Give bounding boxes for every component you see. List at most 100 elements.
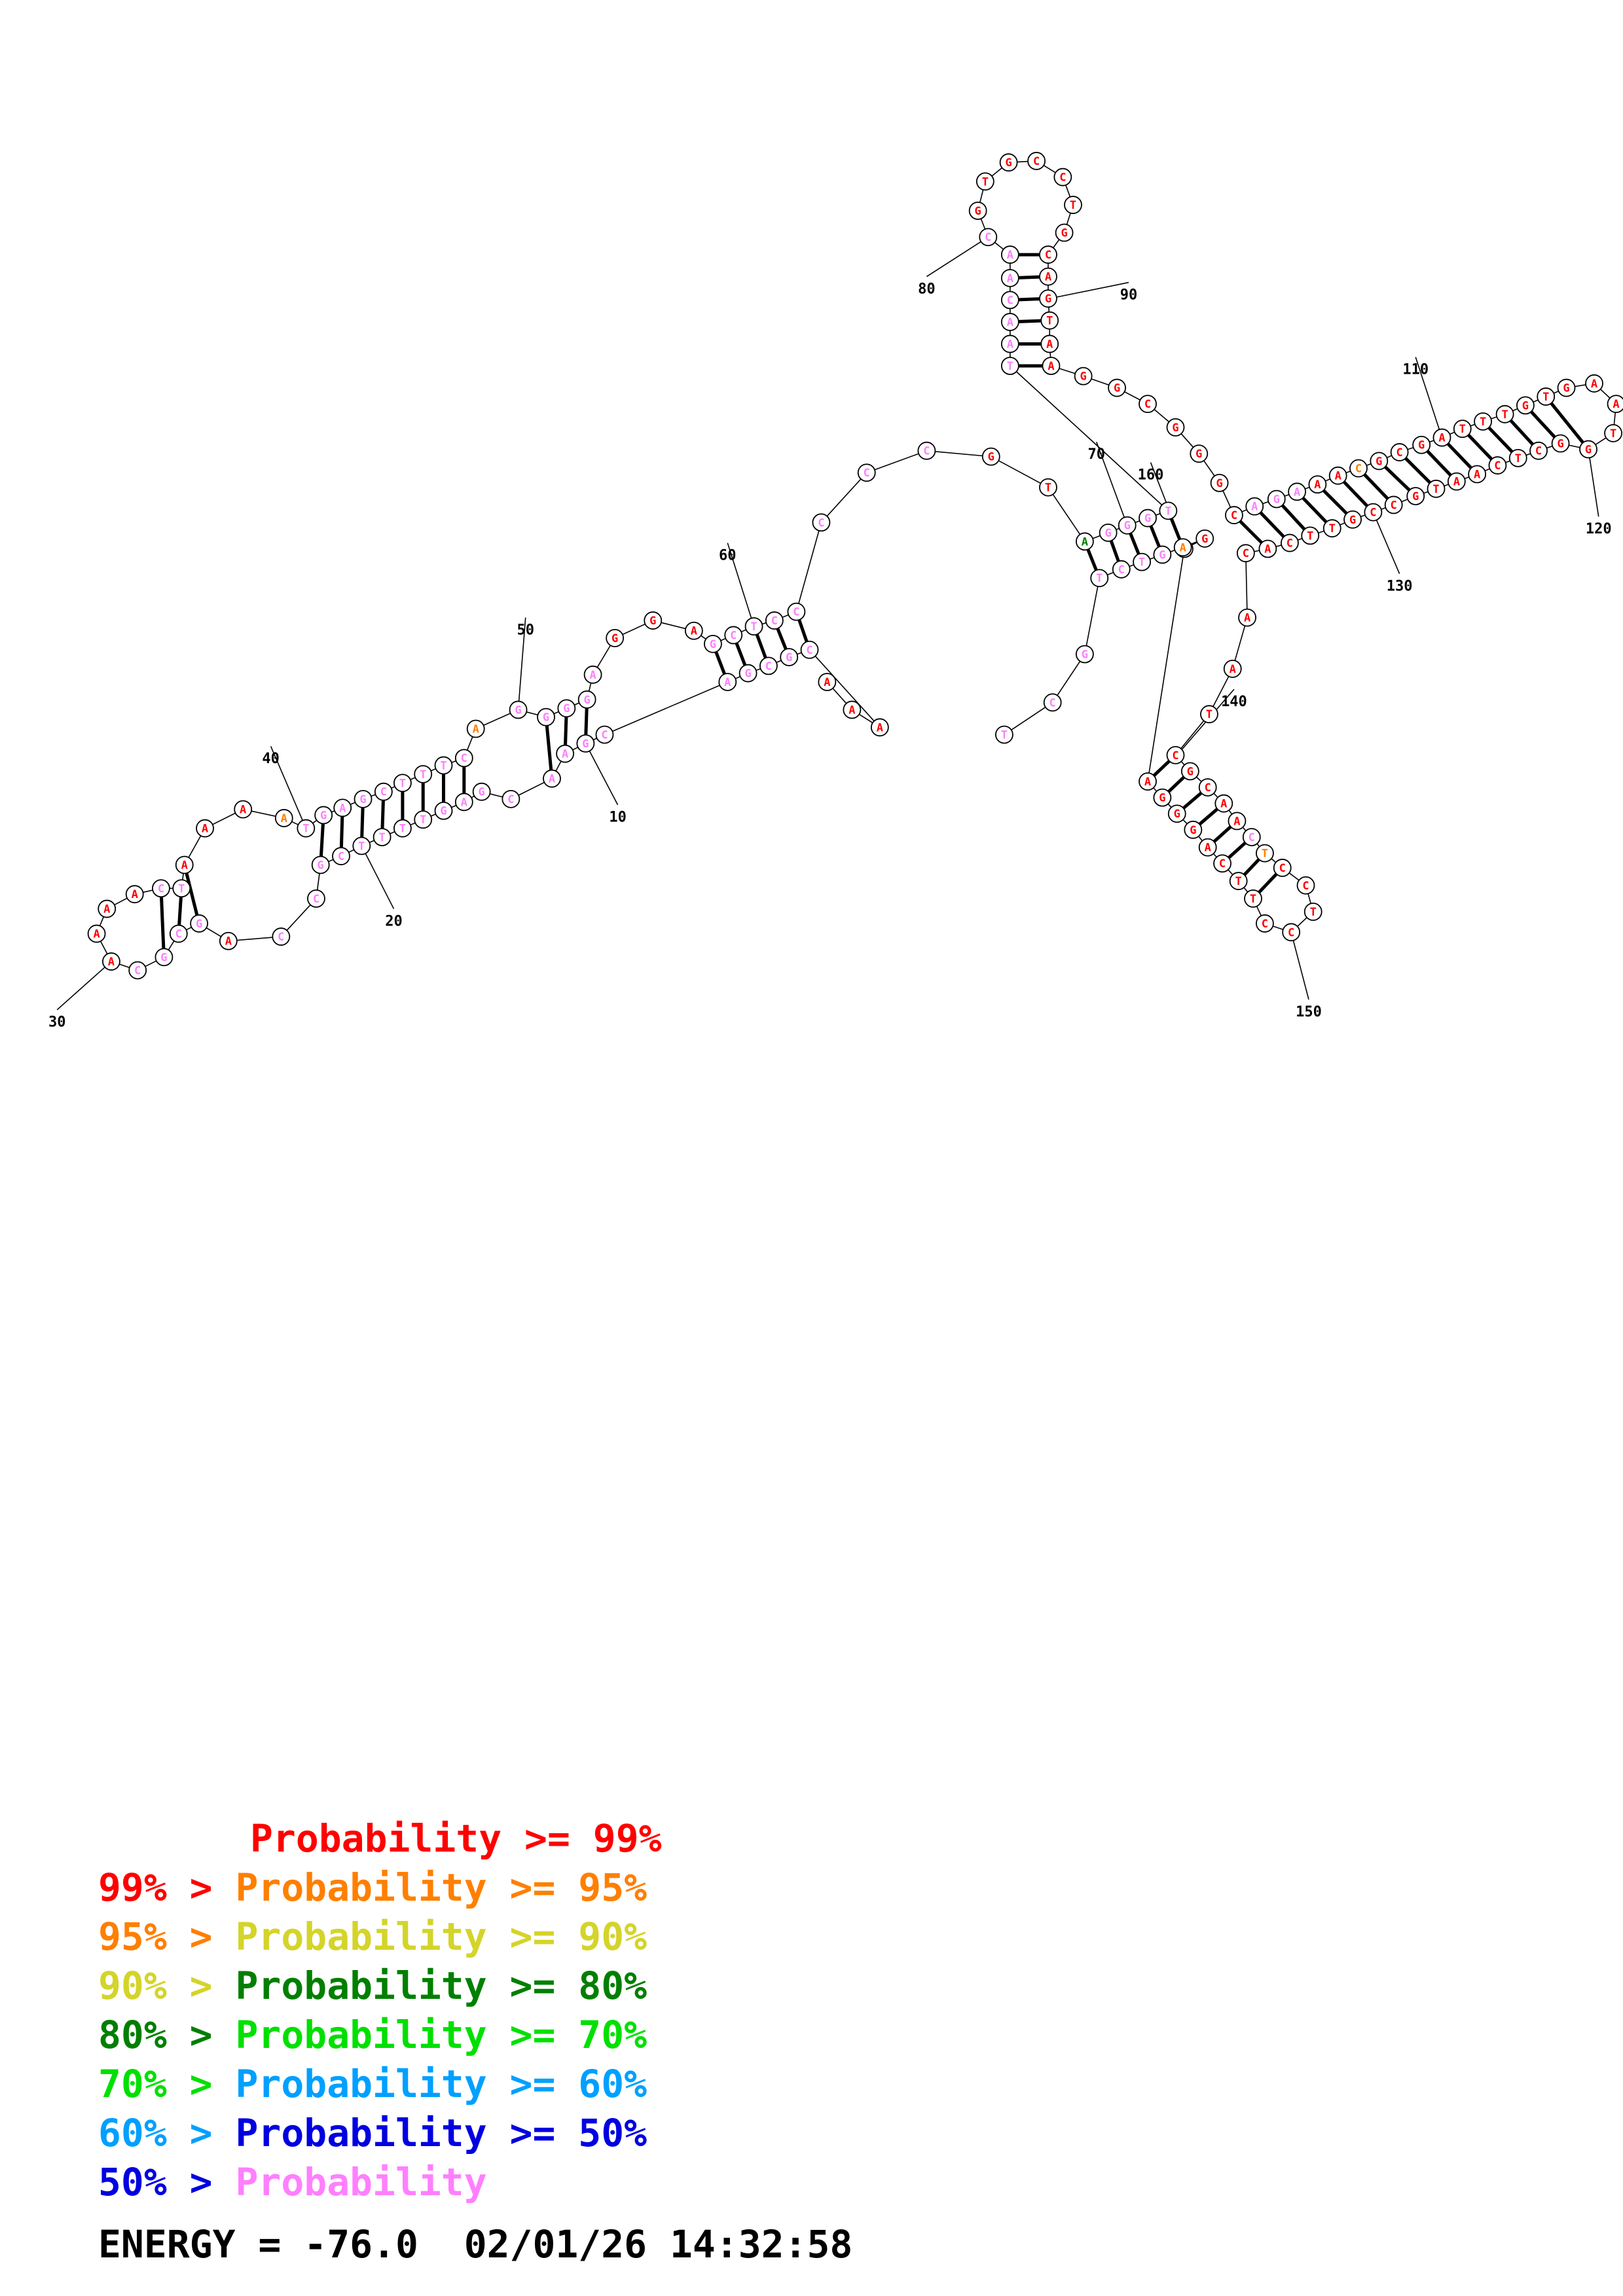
nucleotide: A [1042,357,1061,375]
nucleotide: G [1195,529,1214,548]
backbone-link [1245,553,1248,618]
nucleotide-letter: G [1557,438,1563,451]
nucleotide-circle [1214,794,1233,813]
nucleotide: T [1474,412,1492,431]
nucleotide-letter: A [724,676,731,689]
nucleotide-letter: C [1302,880,1309,893]
number-tick [270,746,307,829]
nucleotide-circle [1195,529,1214,548]
nucleotide-letter: A [132,888,138,901]
nucleotide-letter: C [1391,499,1397,512]
nucleotide-letter: C [380,786,387,799]
nucleotide-letter: G [584,694,591,707]
nucleotide: T [1244,889,1262,908]
legend-label: Probability >= 90% [235,1914,647,1959]
nucleotide: C [332,847,350,865]
position-number-label: 120 [1586,521,1612,537]
base-pair-bond [544,717,554,779]
nucleotide-letter: T [302,823,309,836]
nucleotide-circle [1282,923,1301,942]
nucleotide-circle [274,809,293,827]
nucleotide: G [577,690,596,709]
nucleotide-letter: T [1139,556,1145,569]
nucleotide-letter: A [1230,663,1236,676]
legend-prefix: 50% > [98,2160,236,2204]
nucleotide-letter: C [1033,155,1040,168]
nucleotide-circle [1053,168,1072,187]
nucleotide: A [454,793,473,812]
nucleotide-letter: A [549,773,555,786]
nucleotide-letter: G [988,451,994,464]
nucleotide-letter: A [1046,338,1053,351]
nucleotide-circle [1557,378,1576,397]
nucleotide-circle [125,885,144,904]
nucleotide: G [1190,444,1209,463]
nucleotide-letter: G [1124,520,1131,533]
nucleotide-circle [812,513,831,532]
nucleotide-letter: A [339,802,346,815]
nucleotide-letter: G [1005,156,1012,170]
nucleotide: C [169,924,188,943]
nucleotide: A [583,665,602,684]
nucleotide: A [466,719,485,738]
nucleotide-circle [1468,465,1487,484]
nucleotide: A [274,809,293,827]
nucleotide: A [870,718,889,737]
nucleotide-circle [917,441,936,460]
nucleotide: A [1308,475,1327,494]
nucleotide: C [765,611,784,630]
nucleotide: C [152,879,170,898]
nucleotide-letter: C [1494,459,1501,473]
nucleotide: C [1198,778,1217,797]
nucleotide: G [1516,396,1535,415]
nucleotide: A [333,798,352,817]
nucleotide-circle [393,819,412,838]
nucleotide: G [981,447,1000,466]
nucleotide-circle [1039,245,1057,264]
nucleotide-circle [1200,705,1218,724]
nucleotide-circle [1075,532,1094,551]
nucleotide-circle [314,806,333,825]
nucleotide: T [1200,705,1218,724]
nucleotide-letter: A [108,956,115,969]
nucleotide-letter: C [1231,509,1237,522]
nucleotide: C [800,640,819,659]
legend-prefix: 99% > [98,1865,236,1910]
number-tick [56,961,112,1011]
number-ticks-layer: 10 20 30 40 50 60 70 80 90 110 120 130 140 150 160 [48,236,1612,1031]
nucleotide-circle [1027,152,1046,170]
nucleotide: T [1427,479,1446,498]
nucleotide-letter: G [582,738,589,751]
nucleotide: T [1159,501,1178,520]
nucleotide-letter: T [1310,906,1317,919]
nucleotide-letter: G [1172,422,1178,435]
nucleotide-letter: G [786,651,792,664]
nucleotide-circle [1198,838,1217,857]
nucleotide-circle [1529,441,1548,460]
nucleotide: T [1508,448,1527,467]
nucleotide-circle [219,931,238,950]
nucleotide-letter: C [1049,696,1056,709]
nucleotide-circle [994,725,1013,744]
nucleotide: C [1139,395,1157,414]
nucleotide: T [434,756,453,775]
nucleotide-letter: C [1059,171,1066,185]
base-pair-bond [1544,395,1590,451]
nucleotide-letter: T [1250,893,1256,906]
nucleotide-letter: C [864,467,870,480]
nucleotide-circle [1166,418,1185,437]
nucleotide-circle [155,948,173,967]
nucleotide: A [98,899,117,918]
legend-line: 50% > Probability [98,2158,662,2207]
nucleotide: T [994,725,1013,744]
nucleotide-letter: A [1220,798,1227,811]
nucleotide: G [1343,510,1362,529]
nucleotide-circle [1039,478,1057,497]
nucleotide-letter: G [1201,533,1208,546]
nucleotide-letter: C [1286,537,1293,550]
nucleotide-letter: T [1165,505,1171,518]
nucleotide-letter: T [420,814,426,827]
number-tick [1415,357,1443,438]
nucleotide-letter: A [1244,612,1250,625]
nucleotide: G [509,700,528,719]
